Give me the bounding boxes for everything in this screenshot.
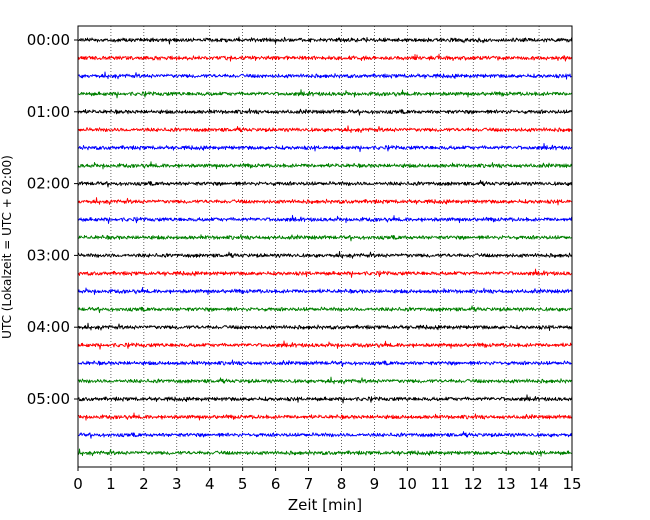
trace-line	[77, 431, 573, 439]
trace-line	[77, 305, 573, 314]
y-tick-label: 03:00	[27, 246, 70, 264]
x-tick-label: 15	[562, 475, 581, 493]
trace-line	[77, 143, 573, 153]
y-axis-label: UTC (Lokalzeit = UTC + 02:00)	[0, 155, 14, 339]
trace-line	[77, 89, 573, 99]
y-tick-label: 01:00	[27, 103, 70, 121]
trace-line	[77, 71, 573, 80]
x-tick-label: 7	[304, 475, 314, 493]
trace-line	[77, 233, 573, 242]
trace-line	[77, 161, 573, 170]
trace-line	[77, 36, 573, 45]
trace-line	[77, 376, 573, 385]
y-tick-label: 05:00	[27, 390, 70, 408]
trace-line	[77, 322, 573, 331]
x-tick-label: 13	[497, 475, 516, 493]
x-tick-label: 5	[238, 475, 248, 493]
x-tick-label: 2	[139, 475, 149, 493]
x-tick-label: 12	[464, 475, 483, 493]
x-tick-label: 8	[337, 475, 347, 493]
trace-line	[77, 412, 573, 421]
trace-line	[77, 286, 573, 295]
x-tick-label: 14	[530, 475, 549, 493]
x-tick-label: 0	[73, 475, 83, 493]
trace-line	[77, 250, 573, 259]
x-tick-label: 1	[106, 475, 116, 493]
x-tick-label: 11	[431, 475, 450, 493]
x-tick-label: 6	[271, 475, 281, 493]
x-axis-label: Zeit [min]	[288, 496, 362, 514]
y-tick-label: 02:00	[27, 175, 70, 193]
trace-line	[77, 214, 573, 224]
x-tick-label: 10	[398, 475, 417, 493]
trace-lines	[77, 36, 573, 457]
trace-line	[77, 197, 573, 206]
y-tick-label: 00:00	[27, 31, 70, 49]
trace-line	[77, 125, 573, 134]
trace-line	[77, 53, 573, 62]
x-tick-label: 4	[205, 475, 215, 493]
x-axis-ticks: 0 1 2 3 4 5 6 7 8 9 10 11 12 13 14 15	[73, 467, 582, 493]
y-tick-label: 04:00	[27, 318, 70, 336]
y-axis-ticks: 00:00 01:00 02:00 03:00 04:00 05:00	[27, 31, 78, 408]
x-tick-label: 3	[172, 475, 182, 493]
trace-line	[77, 268, 573, 278]
trace-line	[77, 359, 573, 367]
trace-line	[77, 108, 573, 116]
x-tick-label: 9	[370, 475, 380, 493]
trace-line	[77, 394, 573, 404]
trace-line	[77, 340, 573, 350]
trace-line	[77, 448, 573, 457]
plot-frame	[77, 25, 573, 468]
trace-line	[77, 179, 573, 188]
